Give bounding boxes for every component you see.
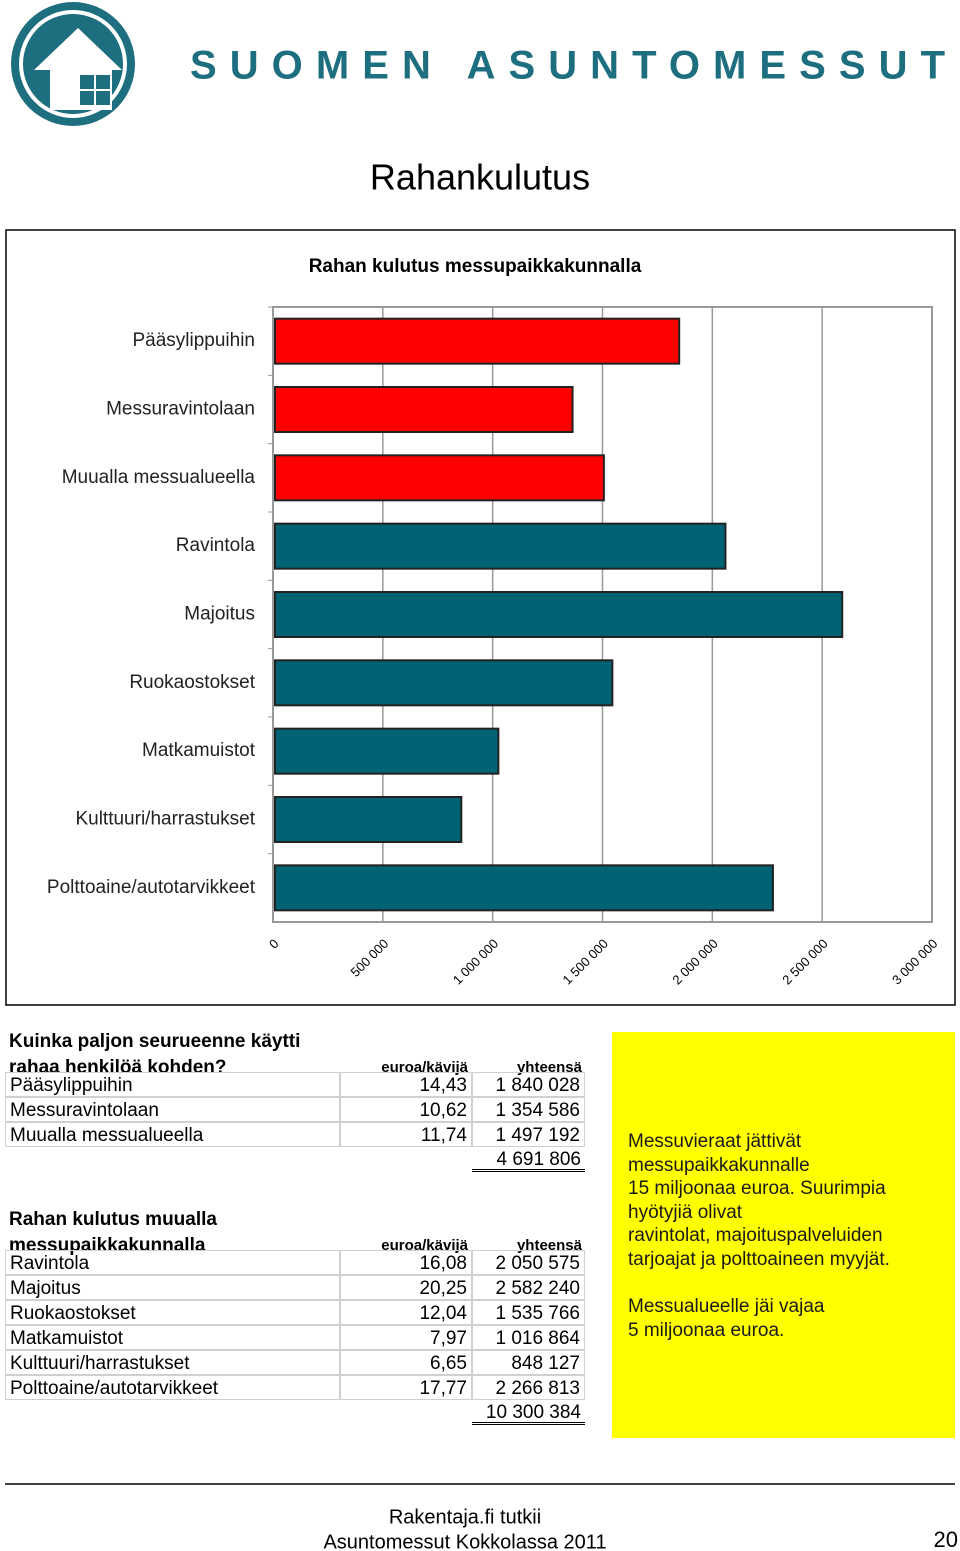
row-label: Matkamuistot <box>5 1325 340 1350</box>
total: 10 300 384 <box>472 1400 585 1425</box>
y-tick-label: Matkamuistot <box>142 740 256 761</box>
total: 4 691 806 <box>472 1147 585 1172</box>
bar <box>274 659 614 707</box>
note-text: messupaikkakunnalle <box>628 1154 810 1176</box>
logo <box>11 2 135 126</box>
bar <box>274 727 500 775</box>
bar <box>274 796 463 843</box>
cell-value: 2 266 813 <box>472 1375 585 1400</box>
cell-value: 17,77 <box>340 1375 472 1400</box>
chart-title: Rahan kulutus messupaikkakunnalla <box>309 256 642 277</box>
note-text: Messualueelle jäi vajaa <box>628 1296 825 1317</box>
column-header: yhteensä <box>516 1059 582 1076</box>
bar <box>274 454 605 502</box>
bar <box>274 591 844 638</box>
cell-value: 10,62 <box>340 1097 472 1122</box>
cell-value: 16,08 <box>340 1250 472 1275</box>
bar <box>274 522 727 570</box>
column-header: euroa/kävijä <box>381 1237 468 1254</box>
cell-value: 14,43 <box>340 1072 472 1097</box>
bar <box>274 386 574 433</box>
cell-value: 1 535 766 <box>472 1300 585 1325</box>
row-label: Ruokaostokset <box>5 1300 340 1325</box>
footer-line: Rakentaja.fi tutkii <box>389 1506 541 1528</box>
note-text: Messuvieraat jättivät <box>628 1131 802 1152</box>
note-text: tarjoajat ja polttoaineen myyjät. <box>628 1248 890 1270</box>
y-tick-label: Kulttuuri/harrastukset <box>75 809 255 830</box>
row-label: Majoitus <box>5 1275 340 1300</box>
cell-value: 2 582 240 <box>472 1275 585 1300</box>
y-tick-label: Pääsylippuihin <box>132 330 255 351</box>
note-text: hyötyjiä olivat <box>628 1201 743 1223</box>
row-label: Polttoaine/autotarvikkeet <box>5 1375 340 1400</box>
cell-value: 1 354 586 <box>472 1097 585 1122</box>
brand: SUOMEN ASUNTOMESSUT <box>190 44 945 88</box>
note-text: ravintolat, majoituspalveluiden <box>628 1225 883 1246</box>
bar <box>274 864 774 912</box>
cell-value: 12,04 <box>340 1300 472 1325</box>
cell-value: 848 127 <box>472 1350 585 1375</box>
y-tick-label: Muualla messualueella <box>62 467 256 488</box>
cell-value: 6,65 <box>340 1350 472 1375</box>
column-header: euroa/kävijä <box>381 1059 468 1076</box>
page-number: 20 <box>934 1527 958 1551</box>
cell-value: 20,25 <box>340 1275 472 1300</box>
note-text: 5 miljoonaa euroa. <box>628 1319 785 1341</box>
row-label: Ravintola <box>5 1250 340 1275</box>
y-tick-label: Ruokaostokset <box>129 672 255 693</box>
cell-value: 7,97 <box>340 1325 472 1350</box>
y-tick-label: Messuravintolaan <box>106 399 255 420</box>
row-label: Pääsylippuihin <box>5 1072 340 1097</box>
page-title: Rahankulutus <box>370 157 590 198</box>
footer-line: Asuntomessut Kokkolassa 2011 <box>323 1531 606 1551</box>
y-tick-label: Majoitus <box>184 604 255 625</box>
y-tick-label: Polttoaine/autotarvikkeet <box>47 877 256 898</box>
y-tick-label: Ravintola <box>176 535 256 556</box>
cell-value: 1 016 864 <box>472 1325 585 1350</box>
column-header: yhteensä <box>516 1237 582 1254</box>
row-label: Kulttuuri/harrastukset <box>5 1350 340 1375</box>
note-text: 15 miljoonaa euroa. Suurimpia <box>628 1178 886 1199</box>
cell-value: 1 497 192 <box>472 1122 585 1147</box>
note-box <box>612 1032 955 1438</box>
cell-value: 2 050 575 <box>472 1250 585 1275</box>
cell-value: 11,74 <box>340 1122 472 1147</box>
cell-value: 1 840 028 <box>472 1072 585 1097</box>
bar <box>274 317 681 365</box>
row-label: Messuravintolaan <box>5 1097 340 1122</box>
row-label: Muualla messualueella <box>5 1122 340 1147</box>
